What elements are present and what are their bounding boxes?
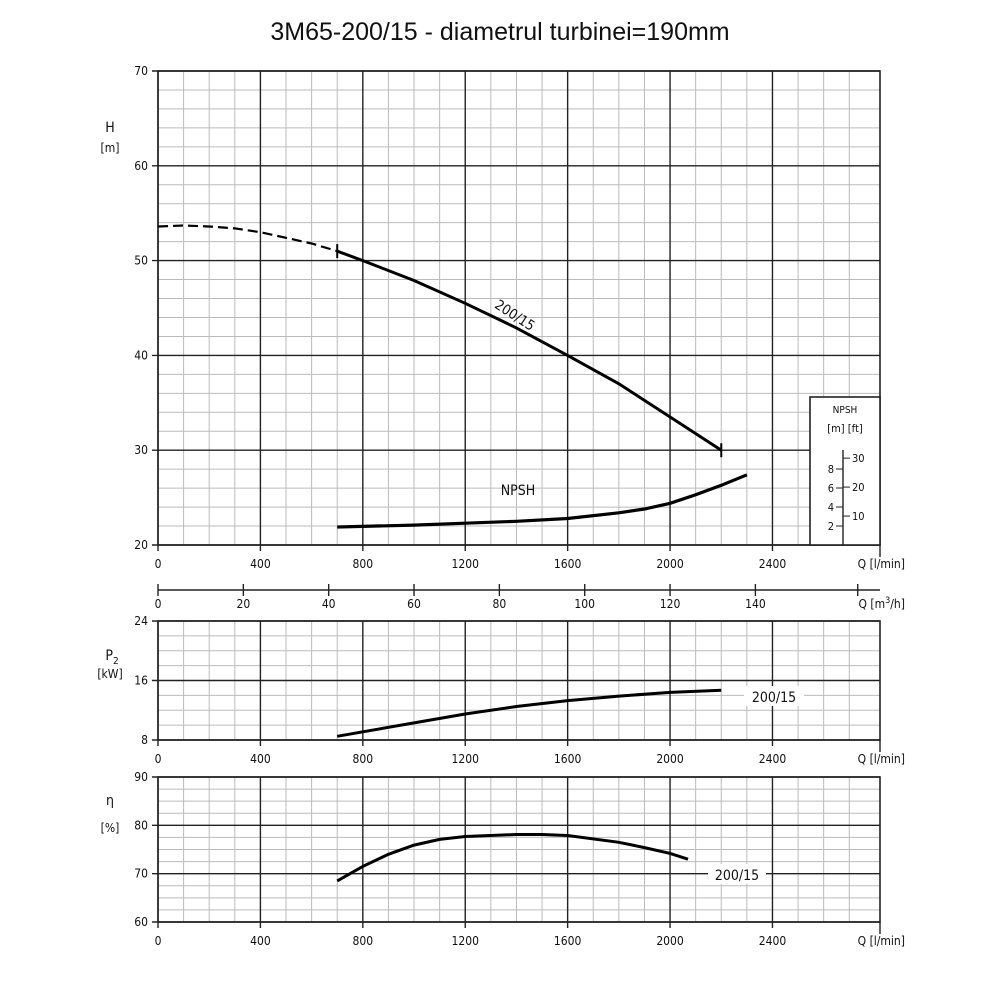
label-bg [744,686,804,706]
x-tick-label: 1200 [451,557,479,571]
x-axis-label: Q [l/min] [858,557,905,571]
x-tick-label: 1200 [451,752,479,766]
y-axis-label: P2 [105,648,118,667]
y-tick-label: 24 [134,614,148,628]
x-tick-label: 400 [250,557,271,571]
x-axis-label: Q [l/min] [858,752,905,766]
plot-frame [157,620,881,741]
efficiency-curve-label: 200/15 [715,868,759,884]
efficiency-curve [336,833,689,883]
x-tick-label: 400 [250,934,271,948]
npsh-legend-units: [m] [ft] [827,422,863,435]
y-axis-unit: [%] [101,821,120,835]
secondary-x-tick-label: 0 [155,597,162,611]
secondary-x-tick-label: 100 [574,597,595,611]
secondary-x-tick-label: 60 [407,597,421,611]
npsh-m-tick-label: 2 [828,520,834,533]
x-tick-label: 2400 [759,752,787,766]
power-curve-label: 200/15 [752,690,796,706]
x-tick-label: 2000 [656,557,684,571]
y-axis-label: η [106,793,114,809]
plot-frame [157,70,881,546]
label-bg [708,864,766,884]
power-curve [336,688,722,738]
head-curve-dashed [157,224,338,253]
x-tick-label: 400 [250,752,271,766]
npsh-m-tick-label: 4 [828,501,834,514]
y-tick-label: 20 [134,538,148,552]
npsh-ft-tick-label: 10 [852,510,865,523]
efficiency-chart [152,776,881,934]
npsh-legend-box [809,396,881,546]
head-curve-label: 200/15 [492,297,538,335]
x-tick-label: 2400 [759,934,787,948]
y-tick-label: 70 [134,64,148,78]
y-tick-label: 60 [134,915,148,929]
x-axis-label: Q [l/min] [858,934,905,948]
npsh-curve-label: NPSH [501,483,536,499]
secondary-x-tick-label: 40 [322,597,336,611]
x-tick-label: 2400 [759,557,787,571]
x-tick-label: 800 [353,934,374,948]
npsh-legend-title: NPSH [833,405,858,416]
head-curve [336,249,723,452]
x-tick-label: 1600 [554,557,582,571]
y-tick-label: 16 [134,674,148,688]
secondary-x-tick-label: 20 [236,597,250,611]
x-tick-label: 800 [353,557,374,571]
npsh-ft-tick-label: 20 [852,481,865,494]
npsh-curve [337,473,748,529]
x-tick-label: 1600 [554,934,582,948]
secondary-x-tick-label: 120 [660,597,681,611]
npsh-ft-tick-label: 30 [852,452,865,465]
chart-title: 3M65-200/15 - diametrul turbinei=190mm [270,18,730,46]
x-tick-label: 0 [155,752,162,766]
secondary-x-tick-label: 80 [493,597,507,611]
x-tick-label: 800 [353,752,374,766]
x-tick-label: 2000 [656,934,684,948]
y-tick-label: 30 [134,443,148,457]
y-tick-label: 50 [134,254,148,268]
secondary-x-axis-label: Q [m3/h] [858,596,905,611]
y-tick-label: 90 [134,770,148,784]
npsh-m-tick-label: 8 [828,463,834,476]
x-tick-label: 2000 [656,752,684,766]
plot-frame [157,776,881,923]
y-axis-label: H [105,120,114,136]
x-tick-label: 0 [155,934,162,948]
x-tick-label: 1200 [451,934,479,948]
y-tick-label: 60 [134,159,148,173]
y-axis-unit: [m] [101,141,120,155]
y-axis-unit: [kW] [97,667,122,681]
npsh-m-tick-label: 6 [828,482,834,495]
y-tick-label: 80 [134,818,148,832]
head-chart [152,70,881,596]
y-tick-label: 40 [134,348,148,362]
y-tick-label: 70 [134,867,148,881]
x-tick-label: 0 [155,557,162,571]
secondary-x-tick-label: 140 [745,597,766,611]
x-tick-label: 1600 [554,752,582,766]
power-chart [152,620,881,752]
y-tick-label: 8 [141,733,148,747]
